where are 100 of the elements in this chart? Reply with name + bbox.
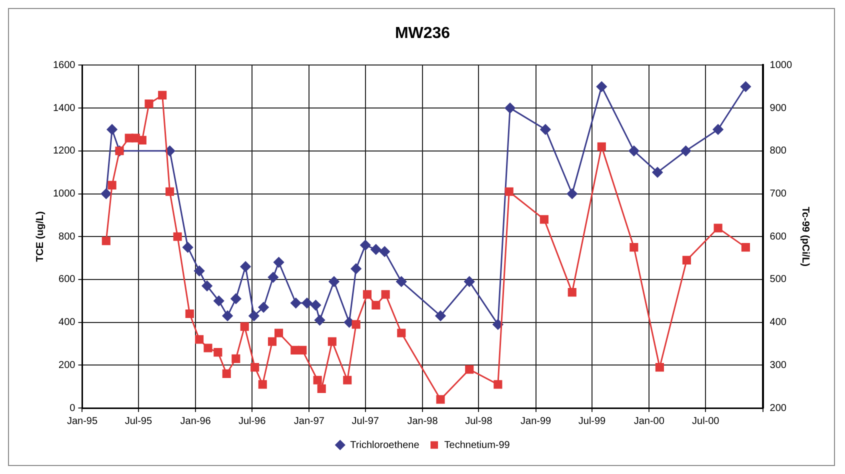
point <box>185 309 194 318</box>
point <box>222 369 231 378</box>
point <box>682 256 691 264</box>
y2-tick-label: 200 <box>770 402 787 414</box>
point <box>680 146 692 156</box>
point <box>106 124 118 135</box>
point <box>100 188 112 199</box>
y-tick-label: 1000 <box>52 188 76 200</box>
point <box>540 124 551 135</box>
point <box>350 263 362 274</box>
point <box>202 280 212 292</box>
point <box>396 276 407 287</box>
x-tick-label: Jan-98 <box>407 416 438 427</box>
y2-tick-label: 300 <box>770 360 787 371</box>
point <box>741 243 750 252</box>
point <box>597 142 606 151</box>
y2-tick-label: 700 <box>770 188 787 200</box>
point <box>328 337 336 346</box>
y-tick-label: 800 <box>58 231 76 242</box>
point <box>397 328 406 338</box>
point <box>381 290 390 299</box>
point <box>465 365 474 374</box>
y2-tick-label: 900 <box>770 102 787 114</box>
point <box>258 380 267 389</box>
point <box>144 99 154 108</box>
point <box>290 298 302 308</box>
point <box>250 363 260 372</box>
point <box>568 288 576 297</box>
point <box>352 320 360 329</box>
point <box>274 328 284 338</box>
point <box>372 300 380 310</box>
point <box>317 384 326 394</box>
point <box>652 167 663 178</box>
y-tick-label: 1400 <box>52 102 76 114</box>
point <box>182 242 194 253</box>
point <box>566 188 578 199</box>
x-tick-label: Jul-96 <box>238 416 266 427</box>
point <box>362 290 372 299</box>
x-tick-label: Jul-95 <box>124 416 152 427</box>
point <box>435 310 446 322</box>
point <box>302 298 312 308</box>
point <box>158 90 167 100</box>
point <box>370 244 382 255</box>
point <box>360 240 371 250</box>
point <box>232 354 240 364</box>
y2-tick-label: 600 <box>770 231 787 242</box>
point <box>173 232 182 241</box>
point <box>268 272 278 283</box>
y2-tick-label: 500 <box>770 274 787 286</box>
chart-title: MW236 <box>394 25 450 42</box>
point <box>504 187 514 196</box>
point <box>436 395 445 404</box>
y2-tick-label: 800 <box>770 146 787 157</box>
point <box>214 348 222 357</box>
point <box>596 81 607 92</box>
x-tick-label: Jul-97 <box>352 416 380 427</box>
x-tick-label: Jan-96 <box>180 416 212 427</box>
y-tick-label: 600 <box>58 274 76 286</box>
point <box>464 276 475 287</box>
point <box>630 243 638 252</box>
point <box>214 296 224 306</box>
legend-label: Technetium-99 <box>444 440 510 451</box>
y-tick-label: 400 <box>58 317 76 328</box>
point <box>655 363 664 372</box>
point <box>240 322 249 331</box>
y-tick-label: 1200 <box>52 146 76 157</box>
x-tick-label: Jul-98 <box>465 416 493 427</box>
y-tick-label: 0 <box>70 402 76 414</box>
point <box>492 319 504 330</box>
point <box>314 314 325 326</box>
point <box>712 124 724 135</box>
x-tick-label: Jul-99 <box>578 416 606 427</box>
x-tick-label: Jan-95 <box>66 416 98 427</box>
x-tick-label: Jan-00 <box>634 416 665 427</box>
point <box>540 215 548 224</box>
point <box>274 257 284 268</box>
point <box>248 310 260 322</box>
point <box>298 346 307 354</box>
y-tick-label: 200 <box>58 360 76 371</box>
point <box>344 317 354 328</box>
point <box>195 335 204 344</box>
point <box>504 102 516 114</box>
point <box>204 344 212 352</box>
point <box>328 276 340 287</box>
point <box>138 136 146 144</box>
point <box>194 266 205 276</box>
point <box>268 337 277 346</box>
x-tick-label: Jan-99 <box>520 416 552 427</box>
y-tick-label: 1600 <box>52 60 76 71</box>
point <box>628 146 640 156</box>
x-tick-label: Jul-00 <box>692 416 720 427</box>
y2-axis-title: Tc-99 (pCi/L) <box>799 206 810 267</box>
point <box>740 81 751 92</box>
point <box>379 246 390 257</box>
legend-label: Trichloroethene <box>350 440 420 451</box>
y2-tick-label: 400 <box>770 317 787 328</box>
point <box>714 224 722 232</box>
point <box>313 376 322 384</box>
point <box>102 236 110 246</box>
point <box>222 310 233 322</box>
